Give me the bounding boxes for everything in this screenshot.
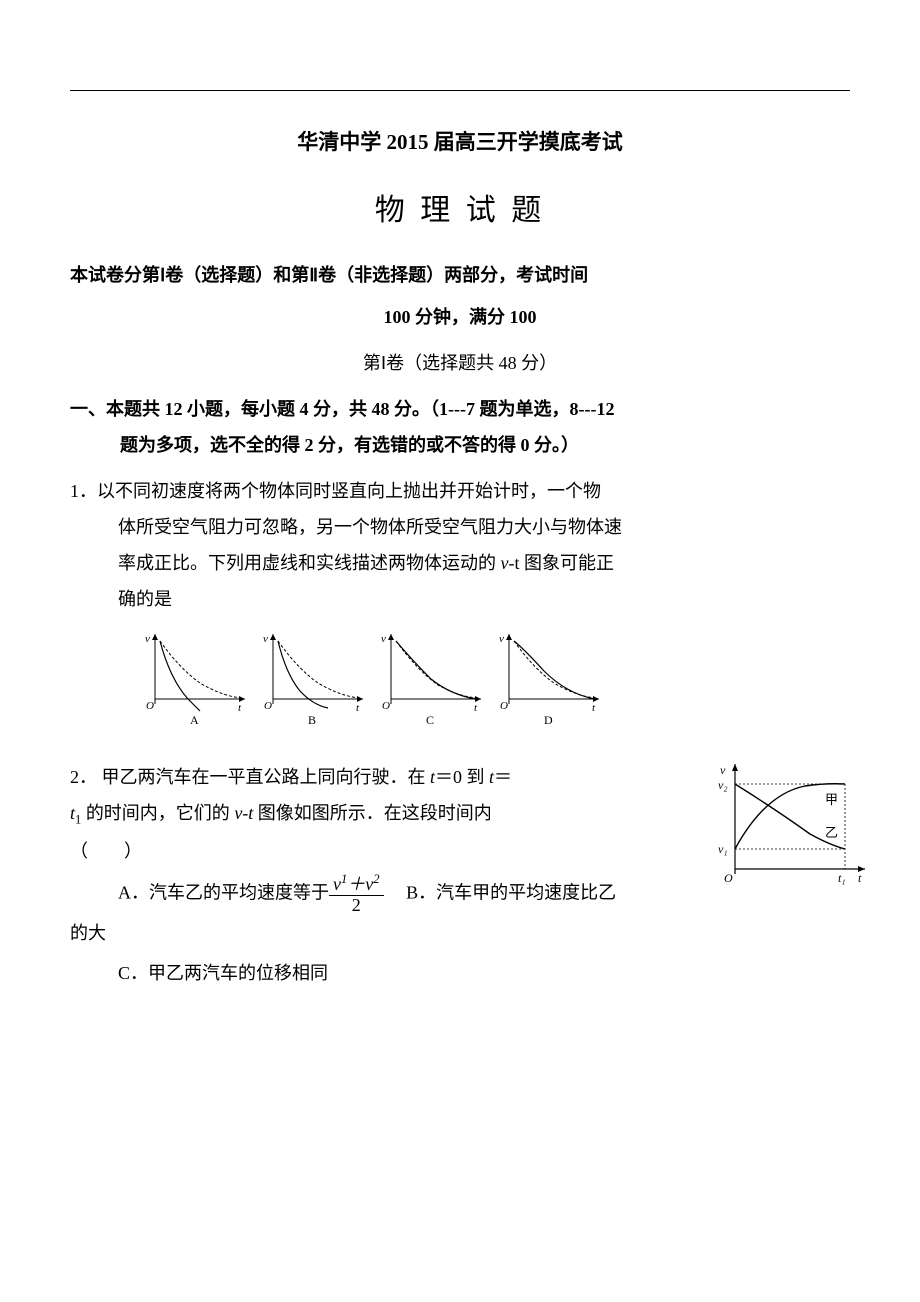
tick-v1: v₁: [718, 842, 728, 856]
axis-o: O: [146, 700, 154, 712]
exam-title: 华清中学 2015 届高三开学摸底考试: [70, 121, 850, 163]
axis-v: v: [381, 633, 386, 645]
label-yi: 乙: [825, 825, 838, 840]
title-text: 华清中学 2015 届高三开学摸底考试: [297, 130, 623, 154]
axis-origin: O: [724, 871, 733, 885]
q1-graph-b: v O t B: [258, 629, 368, 729]
q1-text3b: t 图象可能正: [514, 553, 614, 573]
q1-text4: 确的是: [118, 581, 850, 617]
axis-v: v: [145, 633, 150, 645]
question-2: v v₂ v₁ O t₁ t 甲 乙 2． 甲乙两汽车在一平直公路上同向行驶．在…: [70, 759, 850, 991]
q2-choice-c-wrap: C．甲乙两汽车的位移相同: [70, 955, 850, 991]
q1-text3: 率成正比。下列用虚线和实线描述两物体运动的: [118, 553, 501, 573]
q2-vt: v-t: [234, 803, 253, 823]
q2-choice-b: B．汽车甲的平均速度比乙: [406, 882, 616, 902]
exam-subject: 物 理 试 题: [70, 181, 850, 241]
q1-body: 1．以不同初速度将两个物体同时竖直向上抛出并开始计时，一个物 体所受空气阻力可忽…: [70, 473, 850, 617]
q1-graphs-row: v O t A v O t B: [140, 629, 850, 729]
q1-vt: v-: [501, 553, 515, 573]
q2-choice-c: C．甲乙两汽车的位移相同: [118, 955, 850, 991]
q1-text2: 体所受空气阻力可忽略，另一个物体所受空气阻力大小与物体速: [118, 509, 850, 545]
label-jia: 甲: [825, 792, 838, 807]
q2-paren: （ ）: [70, 841, 142, 861]
axis-t: t: [474, 702, 478, 714]
header-rule: [70, 90, 850, 91]
axis-o: O: [382, 700, 390, 712]
section-instructions: 一、本题共 12 小题，每小题 4 分，共 48 分。（1---7 题为单选，8…: [70, 391, 850, 463]
graph-label-b: B: [308, 713, 316, 727]
instructions-line2: 题为多项，选不全的得 2 分，有选错的或不答的得 0 分。）: [70, 427, 850, 463]
q1-text3-wrap: 率成正比。下列用虚线和实线描述两物体运动的 v-t 图象可能正: [118, 545, 850, 581]
exam-info-line2: 100 分钟，满分 100: [70, 299, 850, 335]
axis-t: t: [858, 871, 862, 885]
q2-number: 2．: [70, 767, 97, 787]
q2-text1c: ＝: [494, 767, 512, 787]
axis-t: t: [592, 702, 596, 714]
axis-v: v: [720, 763, 726, 777]
axis-v: v: [499, 633, 504, 645]
q1-graph-c: v O t C: [376, 629, 486, 729]
q1-graph-d: v O t D: [494, 629, 604, 729]
axis-v: v: [263, 633, 268, 645]
q2-text1a: 甲乙两汽车在一平直公路上同向行驶．在: [102, 767, 431, 787]
axis-t: t: [238, 702, 242, 714]
q2-choice-a-formula: v1＋v22: [329, 873, 384, 916]
graph-label-d: D: [544, 713, 553, 727]
tick-v2: v₂: [718, 778, 728, 792]
q2-text1b: ＝0 到: [435, 767, 489, 787]
q2-choice-a-prefix: A．汽车乙的平均速度等于: [118, 882, 329, 902]
q2-text2b: 的时间内，它们的: [81, 803, 234, 823]
axis-o: O: [500, 700, 508, 712]
q1-graph-a: v O t A: [140, 629, 250, 729]
q2-text2c: 图像如图所示．在这段时间内: [253, 803, 492, 823]
graph-label-a: A: [190, 713, 199, 727]
q2-graph: v v₂ v₁ O t₁ t 甲 乙: [710, 759, 870, 889]
q1-text1: 以不同初速度将两个物体同时竖直向上抛出并开始计时，一个物: [97, 481, 601, 501]
q1-number: 1．: [70, 481, 97, 501]
instructions-line1: 一、本题共 12 小题，每小题 4 分，共 48 分。（1---7 题为单选，8…: [70, 391, 850, 427]
q2-choice-b-cont: 的大: [70, 915, 850, 951]
section-header: 第Ⅰ卷（选择题共 48 分）: [70, 345, 850, 381]
question-1: 1．以不同初速度将两个物体同时竖直向上抛出并开始计时，一个物 体所受空气阻力可忽…: [70, 473, 850, 729]
exam-info-line1: 本试卷分第Ⅰ卷（选择题）和第Ⅱ卷（非选择题）两部分，考试时间: [70, 257, 850, 293]
axis-o: O: [264, 700, 272, 712]
tick-t1: t₁: [838, 871, 846, 885]
axis-t: t: [356, 702, 360, 714]
document-page: 华清中学 2015 届高三开学摸底考试 物 理 试 题 本试卷分第Ⅰ卷（选择题）…: [70, 90, 850, 991]
graph-label-c: C: [426, 713, 434, 727]
